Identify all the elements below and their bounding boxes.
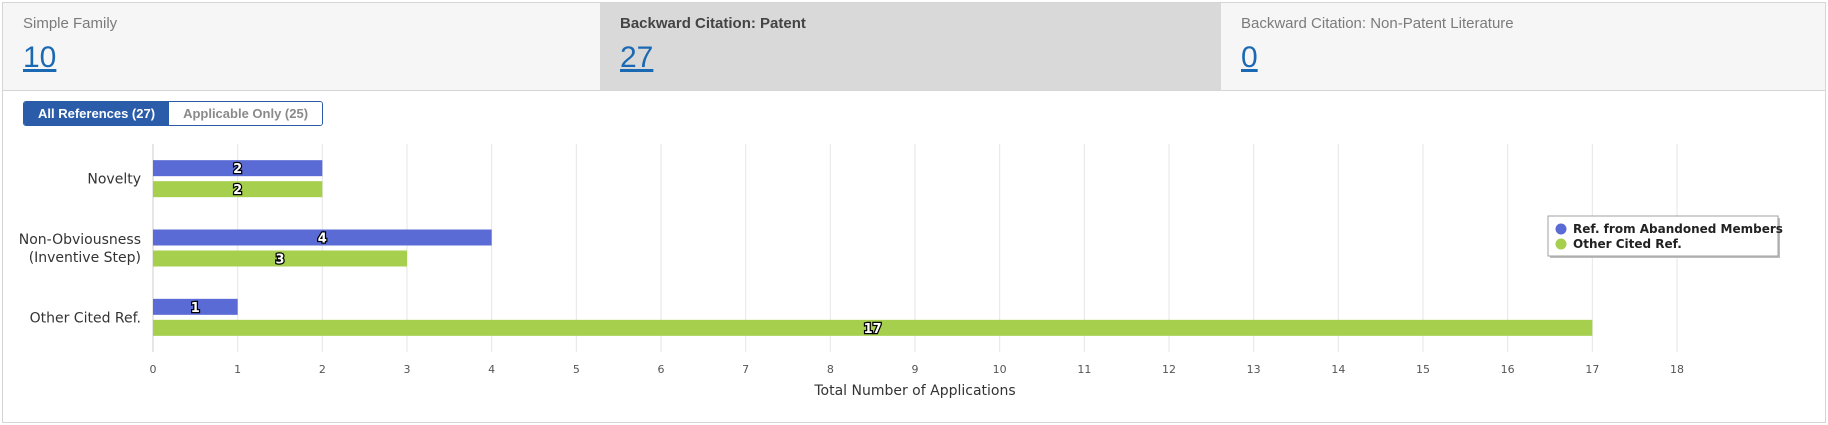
x-tick-label: 2 <box>319 363 326 376</box>
legend-box <box>1547 215 1779 257</box>
bar <box>153 229 492 246</box>
bar <box>153 181 323 198</box>
data-label: 4 <box>318 232 327 247</box>
legend-label: Other Cited Ref. <box>1573 237 1682 251</box>
x-tick-label: 15 <box>1416 363 1430 376</box>
x-tick-label: 3 <box>404 363 411 376</box>
applicable-only-button[interactable]: Applicable Only (25) <box>169 102 323 125</box>
stats-bar: Simple Family 10 Backward Citation: Pate… <box>3 3 1825 91</box>
x-tick-label: 6 <box>658 363 665 376</box>
category-label: Other Cited Ref. <box>30 310 141 326</box>
all-references-button[interactable]: All References (27) <box>24 102 170 125</box>
stat-backward-citation-npl[interactable]: Backward Citation: Non-Patent Literature… <box>1221 3 1825 90</box>
stat-value-link[interactable]: 27 <box>620 41 654 74</box>
bar <box>153 160 323 177</box>
x-tick-label: 17 <box>1585 363 1599 376</box>
data-label: 17 <box>864 322 882 337</box>
x-tick-label: 13 <box>1247 363 1261 376</box>
stat-value-link[interactable]: 0 <box>1241 41 1258 74</box>
x-tick-label: 18 <box>1670 363 1684 376</box>
x-axis-title: Total Number of Applications <box>813 383 1015 399</box>
stat-value-link[interactable]: 10 <box>23 41 57 74</box>
x-tick-label: 1 <box>234 363 241 376</box>
category-label: Non-Obviousness <box>19 232 141 248</box>
bar <box>153 319 1593 336</box>
category-label: Novelty <box>87 172 141 188</box>
x-tick-label: 11 <box>1077 363 1091 376</box>
legend-label: Ref. from Abandoned Members <box>1573 222 1783 236</box>
x-tick-label: 16 <box>1501 363 1515 376</box>
x-tick-label: 10 <box>993 363 1007 376</box>
data-label: 3 <box>275 253 284 268</box>
legend-marker <box>1555 223 1567 235</box>
data-label: 2 <box>233 183 242 198</box>
x-tick-label: 12 <box>1162 363 1176 376</box>
x-tick-label: 0 <box>150 363 157 376</box>
stat-simple-family[interactable]: Simple Family 10 <box>3 3 600 90</box>
data-label: 1 <box>191 301 200 316</box>
stat-label: Backward Citation: Non-Patent Literature <box>1241 15 1514 32</box>
x-tick-label: 7 <box>742 363 749 376</box>
stat-label: Backward Citation: Patent <box>620 15 806 32</box>
x-tick-label: 14 <box>1331 363 1345 376</box>
x-tick-label: 8 <box>827 363 834 376</box>
category-label: (Inventive Step) <box>29 250 141 266</box>
x-tick-label: 9 <box>912 363 919 376</box>
reference-filter-toggle: All References (27) Applicable Only (25) <box>23 101 324 126</box>
bar <box>153 250 407 267</box>
x-tick-label: 4 <box>488 363 495 376</box>
stat-backward-citation-patent[interactable]: Backward Citation: Patent 27 <box>600 3 1221 90</box>
x-tick-label: 5 <box>573 363 580 376</box>
data-label: 2 <box>233 162 242 177</box>
legend-marker <box>1555 238 1567 250</box>
bar <box>153 298 238 315</box>
stat-label: Simple Family <box>23 15 118 32</box>
